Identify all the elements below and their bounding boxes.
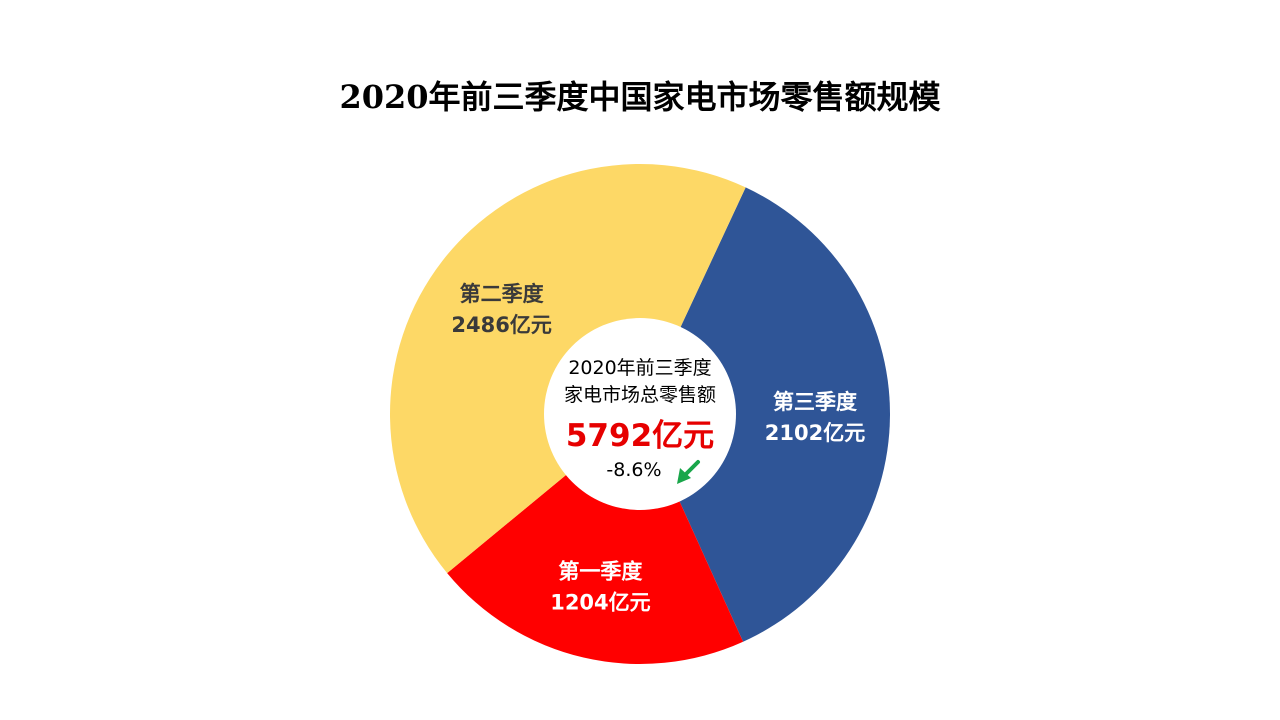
chart-title: 2020年前三季度中国家电市场零售额规模 bbox=[339, 78, 941, 116]
slice-q1-name-label: 第一季度 bbox=[558, 559, 642, 583]
center-total-value: 5792亿元 bbox=[566, 418, 714, 454]
slice-q1 bbox=[447, 414, 744, 665]
slice-q3-name-label: 第三季度 bbox=[773, 390, 857, 414]
slice-q1-value-label: 1204亿元 bbox=[550, 590, 650, 614]
slice-q3 bbox=[640, 187, 891, 642]
slice-q2-name-label: 第二季度 bbox=[460, 282, 544, 306]
green-down-arrow-icon bbox=[677, 460, 700, 484]
center-line-2: 家电市场总零售额 bbox=[564, 384, 716, 406]
center-line-1: 2020年前三季度 bbox=[568, 357, 711, 379]
center-hole bbox=[544, 318, 736, 510]
slice-q3-value-label: 2102亿元 bbox=[765, 421, 865, 445]
center-summary: 2020年前三季度 家电市场总零售额 5792亿元 -8.6% bbox=[564, 357, 716, 484]
center-change-value: -8.6% bbox=[606, 459, 661, 481]
slice-q2-value-label: 2486亿元 bbox=[451, 313, 551, 337]
